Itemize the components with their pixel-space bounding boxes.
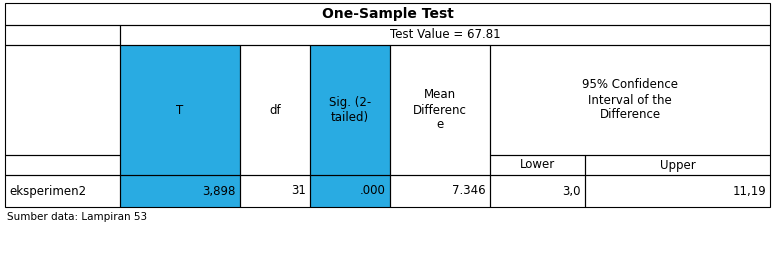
Bar	[490, 45, 770, 155]
Text: 95% Confidence
Interval of the
Difference: 95% Confidence Interval of the Differenc…	[582, 79, 678, 122]
Bar	[310, 175, 390, 207]
Text: T: T	[177, 103, 184, 116]
Text: Upper: Upper	[660, 158, 695, 172]
Bar	[5, 3, 770, 25]
Bar	[5, 155, 120, 175]
Bar	[490, 175, 585, 207]
Text: df: df	[269, 103, 281, 116]
Bar	[5, 175, 120, 207]
Text: Sig. (2-
tailed): Sig. (2- tailed)	[329, 96, 371, 124]
Bar	[5, 175, 120, 207]
Bar	[585, 175, 770, 207]
Text: 11,19: 11,19	[733, 185, 766, 197]
Text: 3,898: 3,898	[202, 185, 236, 197]
Text: Test Value = 67.81: Test Value = 67.81	[390, 28, 501, 41]
Bar	[120, 175, 240, 207]
Bar	[120, 25, 770, 45]
Bar	[490, 155, 585, 175]
Bar	[5, 155, 120, 175]
Bar	[310, 175, 390, 207]
Bar	[5, 45, 120, 155]
Bar	[5, 45, 120, 155]
Bar	[490, 155, 585, 175]
Bar	[390, 45, 490, 175]
Bar	[390, 175, 490, 207]
Bar	[120, 25, 770, 45]
Bar	[310, 45, 390, 175]
Bar	[390, 45, 490, 175]
Bar	[5, 25, 120, 45]
Bar	[240, 45, 310, 175]
Bar	[5, 3, 770, 25]
Bar	[240, 45, 310, 175]
Bar	[120, 45, 240, 175]
Text: Lower: Lower	[520, 158, 555, 172]
Bar	[585, 175, 770, 207]
Bar	[390, 175, 490, 207]
Bar	[585, 155, 770, 175]
Bar	[490, 45, 770, 155]
Text: 31: 31	[291, 185, 306, 197]
Text: .000: .000	[360, 185, 386, 197]
Bar	[585, 155, 770, 175]
Bar	[490, 175, 585, 207]
Text: One-Sample Test: One-Sample Test	[322, 7, 454, 21]
Bar	[310, 45, 390, 175]
Text: eksperimen2: eksperimen2	[9, 185, 86, 197]
Bar	[120, 45, 240, 175]
Text: 3,0: 3,0	[562, 185, 581, 197]
Text: Mean
Differenc
e: Mean Differenc e	[413, 89, 467, 132]
Text: Sumber data: Lampiran 53: Sumber data: Lampiran 53	[7, 212, 147, 222]
Bar	[120, 175, 240, 207]
Bar	[240, 175, 310, 207]
Text: 7.346: 7.346	[452, 185, 486, 197]
Bar	[5, 25, 120, 45]
Bar	[240, 175, 310, 207]
